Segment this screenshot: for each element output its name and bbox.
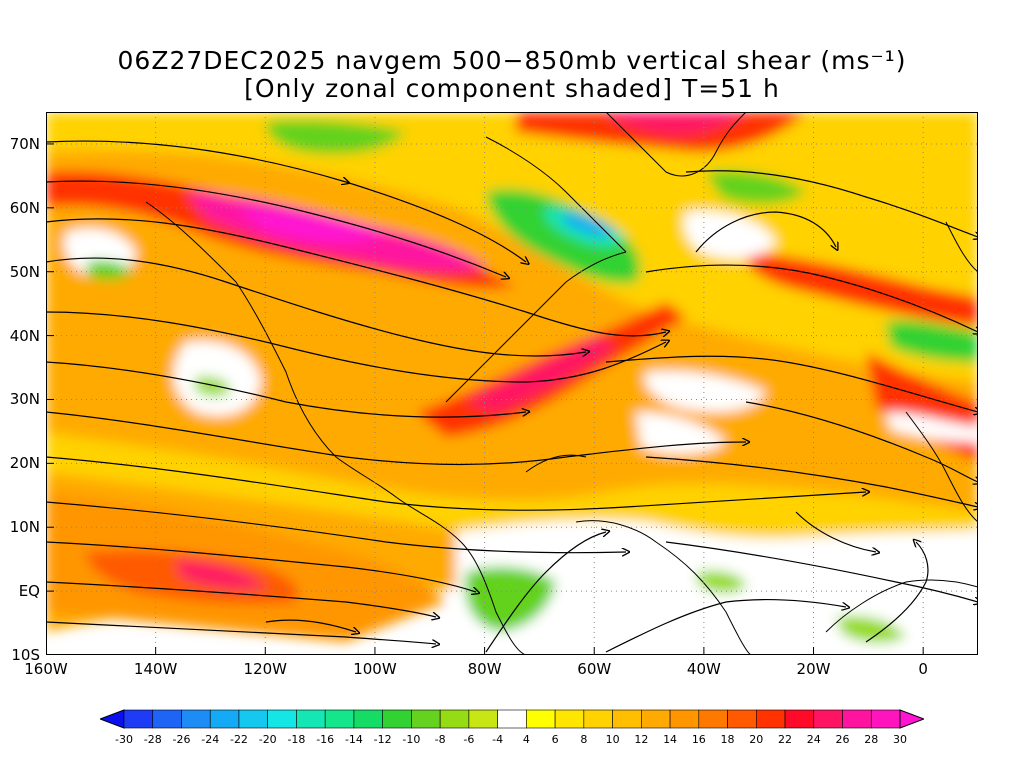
lat-tick-label: 50N	[9, 262, 40, 281]
colorbar-label: -12	[373, 733, 392, 746]
colorbar-swatch	[669, 709, 700, 729]
colorbar-swatch	[238, 709, 269, 729]
colorbar-label: 24	[806, 733, 821, 746]
tick-marks	[46, 143, 924, 655]
colorbar-label: 16	[691, 733, 706, 746]
colorbar-label: 10	[605, 733, 620, 746]
colorbar-label: -4	[492, 733, 504, 746]
grid-lines	[46, 112, 978, 655]
lon-tick-label: 160W	[24, 660, 68, 678]
colorbar-label: -20	[258, 733, 277, 746]
colorbar-swatch	[497, 709, 527, 729]
colorbar-swatch	[209, 709, 240, 729]
colorbar-swatch	[583, 709, 613, 729]
lon-tick-label: 120W	[243, 660, 288, 678]
colorbar-label: -14	[344, 733, 363, 746]
lat-tick-label: 30N	[9, 390, 40, 409]
colorbar-label: -26	[172, 733, 191, 746]
colorbar-label: -30	[115, 733, 133, 746]
lon-tick-label: 140W	[133, 660, 178, 678]
coastlines	[145, 112, 978, 655]
lat-tick-label: 40N	[9, 326, 40, 345]
colorbar-swatch	[296, 709, 326, 729]
lon-tick-label: 60W	[577, 660, 612, 678]
colorbar	[100, 709, 924, 729]
colorbar-label: 26	[835, 733, 850, 746]
colorbar-min-arrow	[100, 709, 125, 729]
colorbar-label: -22	[229, 733, 248, 746]
colorbar-swatch	[698, 709, 728, 729]
colorbar-label: -10	[402, 733, 421, 746]
colorbar-swatch	[439, 709, 470, 729]
colorbar-swatch	[123, 709, 154, 729]
colorbar-swatch	[813, 709, 843, 729]
streamlines	[46, 140, 978, 653]
colorbar-swatch	[784, 709, 815, 729]
colorbar-label: 30	[893, 733, 907, 746]
lon-tick-label: 20W	[796, 660, 831, 678]
colorbar-label: 14	[663, 733, 678, 746]
colorbar-swatch	[526, 709, 556, 729]
lon-tick-label: 100W	[353, 660, 397, 678]
colorbar-label: -28	[143, 733, 162, 746]
lon-tick-label: 40W	[686, 660, 721, 678]
colorbar-label: 22	[778, 733, 793, 746]
colorbar-label: 8	[580, 733, 588, 746]
colorbar-label: 28	[864, 733, 879, 746]
shear-shading	[46, 112, 978, 655]
colorbar-label: -8	[434, 733, 446, 746]
colorbar-label: -6	[463, 733, 475, 746]
colorbar-swatch	[870, 709, 901, 729]
colorbar-max-arrow	[899, 709, 924, 729]
colorbar-swatch	[411, 709, 441, 729]
colorbar-swatch	[353, 709, 383, 729]
colorbar-label: -16	[316, 733, 335, 746]
colorbar-swatch	[382, 709, 412, 729]
shear-map	[46, 112, 978, 655]
colorbar-swatch	[842, 709, 872, 729]
chart-title: 06Z27DEC2025 navgem 500−850mb vertical s…	[117, 46, 907, 75]
colorbar-label: 6	[551, 733, 559, 746]
colorbar-swatch	[727, 709, 757, 729]
lat-tick-label: EQ	[18, 582, 40, 601]
lat-tick-label: 10S	[11, 646, 40, 664]
map-frame	[46, 112, 978, 655]
colorbar-swatch	[181, 709, 211, 729]
colorbar-swatch	[554, 709, 585, 729]
colorbar-label: 20	[749, 733, 764, 746]
colorbar-label: 4	[522, 733, 530, 746]
lat-tick-label: 20N	[9, 454, 40, 473]
colorbar-swatch	[324, 709, 355, 729]
colorbar-swatch	[468, 709, 498, 729]
lat-tick-label: 60N	[9, 198, 40, 217]
chart-subtitle: [Only zonal component shaded] T=51 h	[244, 74, 780, 103]
colorbar-swatch	[641, 709, 671, 729]
colorbar-label: 12	[634, 733, 649, 746]
colorbar-label: -24	[201, 733, 220, 746]
colorbar-label: 18	[720, 733, 735, 746]
colorbar-swatch	[152, 709, 182, 729]
colorbar-swatch	[755, 709, 786, 729]
lon-tick-label: 0	[918, 660, 928, 678]
lat-tick-label: 10N	[9, 518, 40, 537]
lat-tick-label: 70N	[9, 134, 40, 153]
colorbar-swatch	[267, 709, 297, 729]
colorbar-label: -18	[287, 733, 306, 746]
colorbar-swatch	[612, 709, 642, 729]
lon-tick-label: 80W	[467, 660, 502, 678]
